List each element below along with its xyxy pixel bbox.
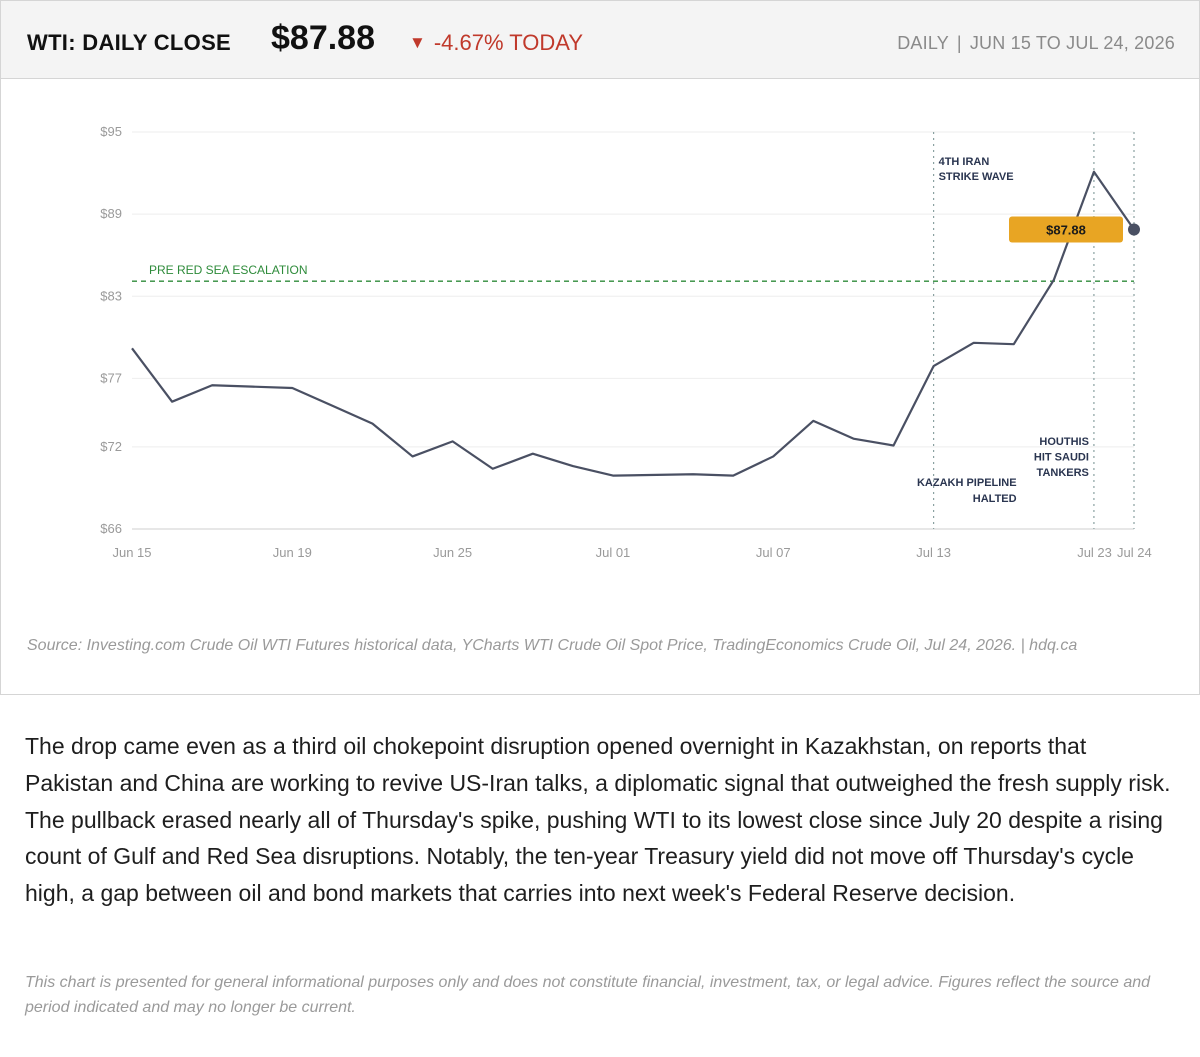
y-tick-label: $89 — [100, 206, 122, 221]
last-close-marker — [1128, 223, 1140, 236]
y-tick-label: $83 — [100, 288, 122, 303]
price-callout-label: $87.88 — [1046, 222, 1086, 237]
x-tick-label: Jun 19 — [273, 545, 312, 560]
annotation-houthis: HIT SAUDI — [1034, 452, 1089, 464]
x-tick-label: Jul 01 — [596, 545, 631, 560]
wti-close-line — [131, 170, 1135, 477]
range-separator: | — [956, 33, 962, 53]
x-tick-label: Jul 07 — [756, 545, 791, 560]
y-tick-label: $77 — [100, 370, 122, 385]
daily-change: ▼ -4.67% TODAY — [409, 30, 583, 56]
annotation-iran: STRIKE WAVE — [939, 171, 1014, 183]
y-tick-label: $72 — [100, 439, 122, 454]
x-tick-label: Jun 15 — [112, 545, 151, 560]
annotation-houthis: TANKERS — [1037, 467, 1089, 479]
daily-change-value: -4.67% TODAY — [433, 30, 584, 55]
range-label: JUN 15 TO JUL 24, 2026 — [969, 33, 1175, 53]
chart-card: WTI: DAILY CLOSE $87.88 ▼ -4.67% TODAY DA… — [0, 0, 1200, 695]
line-chart: $95 $89 $83 $77 $72 $66 Jun 15 Jun 19 Jun 25 Jul … — [100, 124, 1152, 560]
date-range: DAILY | JUN 15 TO JUL 24, 2026 — [897, 33, 1175, 54]
reference-line-label: PRE RED SEA ESCALATION — [149, 263, 308, 277]
x-tick-label: Jul 23 — [1077, 545, 1112, 560]
x-tick-label: Jul 24 — [1117, 545, 1152, 560]
chart-header: WTI: DAILY CLOSE $87.88 ▼ -4.67% TODAY DA… — [1, 1, 1199, 79]
commentary-paragraph: The drop came even as a third oil chokep… — [25, 733, 1171, 907]
annotation-kazakh: KAZAKH PIPELINE — [917, 477, 1017, 489]
y-tick-label: $95 — [100, 124, 122, 139]
down-triangle-icon: ▼ — [409, 33, 426, 52]
annotation-iran: 4TH IRAN — [939, 156, 990, 168]
annotation-kazakh: HALTED — [973, 493, 1017, 505]
chart-title: WTI: DAILY CLOSE — [27, 30, 232, 55]
annotation-houthis: HOUTHIS — [1039, 436, 1089, 448]
x-tick-label: Jul 13 — [916, 545, 951, 560]
frequency-label: DAILY — [897, 33, 949, 53]
y-tick-label: $66 — [100, 521, 122, 536]
current-price: $87.88 — [271, 19, 375, 57]
disclaimer: This chart is presented for general info… — [25, 974, 1151, 1016]
x-tick-label: Jun 25 — [433, 545, 472, 560]
price-callout-badge — [1009, 216, 1123, 243]
source-note: Source: Investing.com Crude Oil WTI Futu… — [27, 637, 1078, 654]
